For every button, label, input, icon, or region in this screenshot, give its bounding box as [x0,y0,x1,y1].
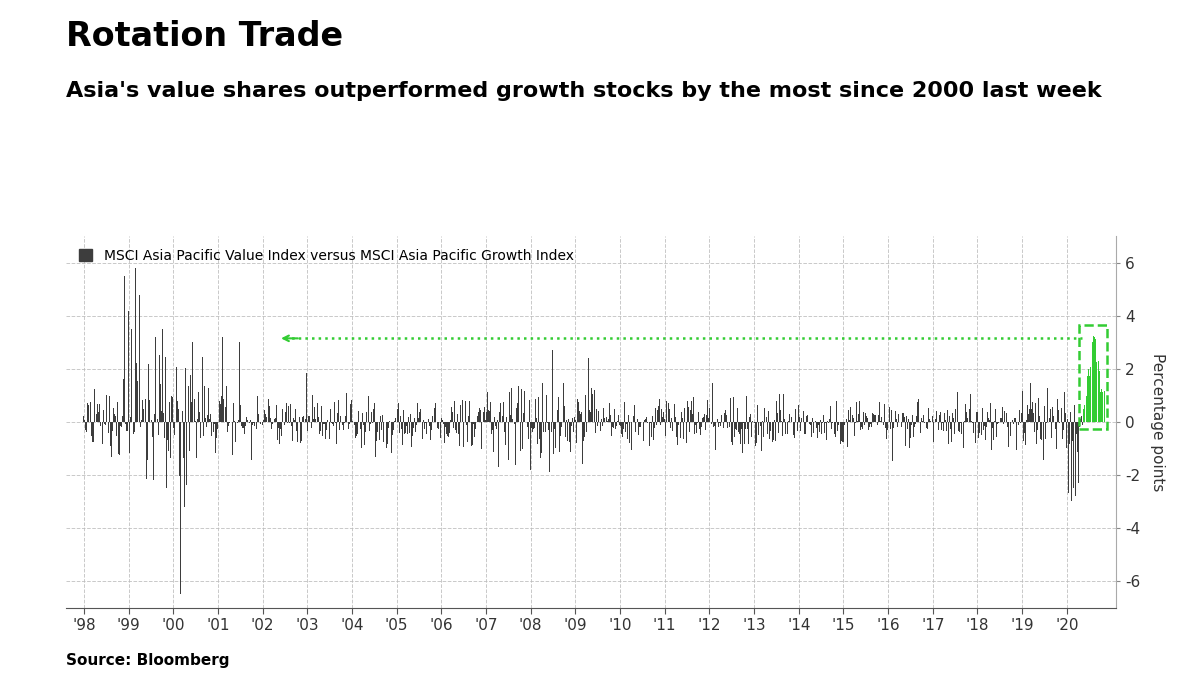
Y-axis label: Percentage points: Percentage points [1151,352,1165,491]
Text: Rotation Trade: Rotation Trade [66,20,343,53]
Legend: MSCI Asia Pacific Value Index versus MSCI Asia Pacific Growth Index: MSCI Asia Pacific Value Index versus MSC… [73,243,580,268]
Text: Asia's value shares outperformed growth stocks by the most since 2000 last week: Asia's value shares outperformed growth … [66,81,1102,101]
Bar [1079,325,1106,429]
Text: Source: Bloomberg: Source: Bloomberg [66,653,229,668]
